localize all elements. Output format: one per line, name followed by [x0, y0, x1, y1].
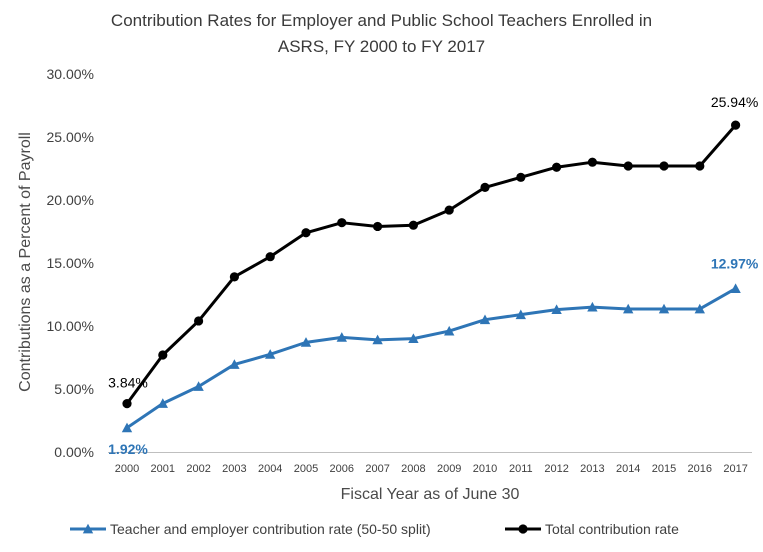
x-tick-label: 2008 [401, 463, 425, 475]
series-layer: 1.92% 12.97% 3.84% 25.94% [108, 94, 759, 457]
series-line [125, 124, 737, 405]
series-teacher-employer: 1.92% 12.97% [108, 256, 759, 457]
data-point [659, 161, 669, 171]
x-tick-label: 2009 [437, 463, 461, 475]
legend-item: Teacher and employer contribution rate (… [70, 521, 431, 537]
x-tick-label: 2012 [544, 463, 568, 475]
x-tick-label: 2016 [688, 463, 712, 475]
data-point [552, 162, 562, 172]
series-line [126, 287, 737, 430]
data-label: 1.92% [108, 441, 148, 457]
data-point [479, 314, 491, 325]
data-point [408, 220, 418, 230]
x-tick-label: 2006 [330, 463, 354, 475]
x-tick-label: 2013 [580, 463, 604, 475]
data-point [730, 283, 741, 293]
data-point [408, 333, 419, 344]
data-point [516, 172, 526, 182]
data-point [158, 350, 168, 360]
data-point [121, 422, 133, 433]
x-tick-label: 2011 [509, 463, 533, 475]
x-tick-label: 2014 [616, 463, 640, 475]
y-axis: 0.00% 5.00% 10.00% 15.00% 20.00% 25.00% 30.00% [47, 66, 94, 460]
legend-marker [82, 523, 94, 534]
data-point [265, 349, 276, 359]
data-point [587, 301, 598, 312]
data-point [300, 337, 312, 347]
y-tick-label: 30.00% [47, 66, 94, 82]
legend-marker [518, 524, 528, 534]
data-point [731, 120, 741, 130]
data-point [658, 303, 670, 314]
data-point [694, 303, 705, 314]
data-point [372, 334, 383, 345]
y-tick-label: 15.00% [47, 255, 94, 271]
data-point [157, 398, 168, 408]
data-point [337, 218, 347, 228]
x-tick-label: 2004 [258, 463, 282, 475]
data-point [623, 303, 634, 314]
x-axis: 2000 2001 2002 2003 2004 2005 2006 2007 2008 2009… [108, 452, 752, 475]
data-point [444, 325, 455, 336]
data-point [194, 316, 204, 326]
x-tick-label: 2007 [365, 463, 389, 475]
x-tick-label: 2002 [186, 463, 210, 475]
x-tick-label: 2003 [222, 463, 246, 475]
x-tick-label: 2000 [115, 463, 139, 475]
legend-item: Total contribution rate [505, 521, 679, 537]
data-point [193, 381, 204, 391]
x-tick-label: 2017 [723, 463, 747, 475]
data-point [122, 399, 132, 409]
x-tick-label: 2015 [652, 463, 676, 475]
data-point [587, 157, 598, 167]
data-point [301, 228, 311, 238]
data-point [265, 252, 275, 262]
data-point [229, 272, 239, 282]
legend-label: Teacher and employer contribution rate (… [110, 521, 431, 537]
chart-title-line-1: Contribution Rates for Employer and Publ… [110, 11, 653, 30]
data-point [336, 332, 347, 342]
y-tick-label: 20.00% [47, 192, 94, 208]
data-point [551, 304, 562, 315]
chart-title-line-2: ASRS, FY 2000 to FY 2017 [277, 37, 486, 56]
data-point [480, 182, 490, 192]
data-point [515, 309, 526, 320]
data-label: 25.94% [711, 94, 758, 110]
y-tick-label: 10.00% [47, 318, 94, 334]
data-label: 12.97% [711, 256, 759, 272]
series-total: 3.84% 25.94% [108, 94, 758, 409]
y-axis-label: Contributions as a Percent of Payroll [17, 132, 34, 392]
data-point [444, 205, 454, 215]
x-tick-label: 2005 [294, 463, 318, 475]
legend: Teacher and employer contribution rate (… [70, 521, 679, 537]
chart-title: Contribution Rates for Employer and Publ… [0, 8, 763, 60]
legend-label: Total contribution rate [545, 521, 679, 537]
y-tick-label: 5.00% [54, 381, 94, 397]
x-tick-label: 2001 [151, 463, 175, 475]
data-point [373, 221, 383, 232]
x-tick-label: 2010 [473, 463, 497, 475]
x-axis-label: Fiscal Year as of June 30 [341, 486, 520, 503]
data-point [623, 161, 633, 171]
data-point [229, 359, 240, 369]
data-point [695, 161, 705, 171]
data-label: 3.84% [108, 375, 148, 391]
y-tick-label: 0.00% [54, 444, 94, 460]
y-tick-label: 25.00% [47, 129, 94, 145]
